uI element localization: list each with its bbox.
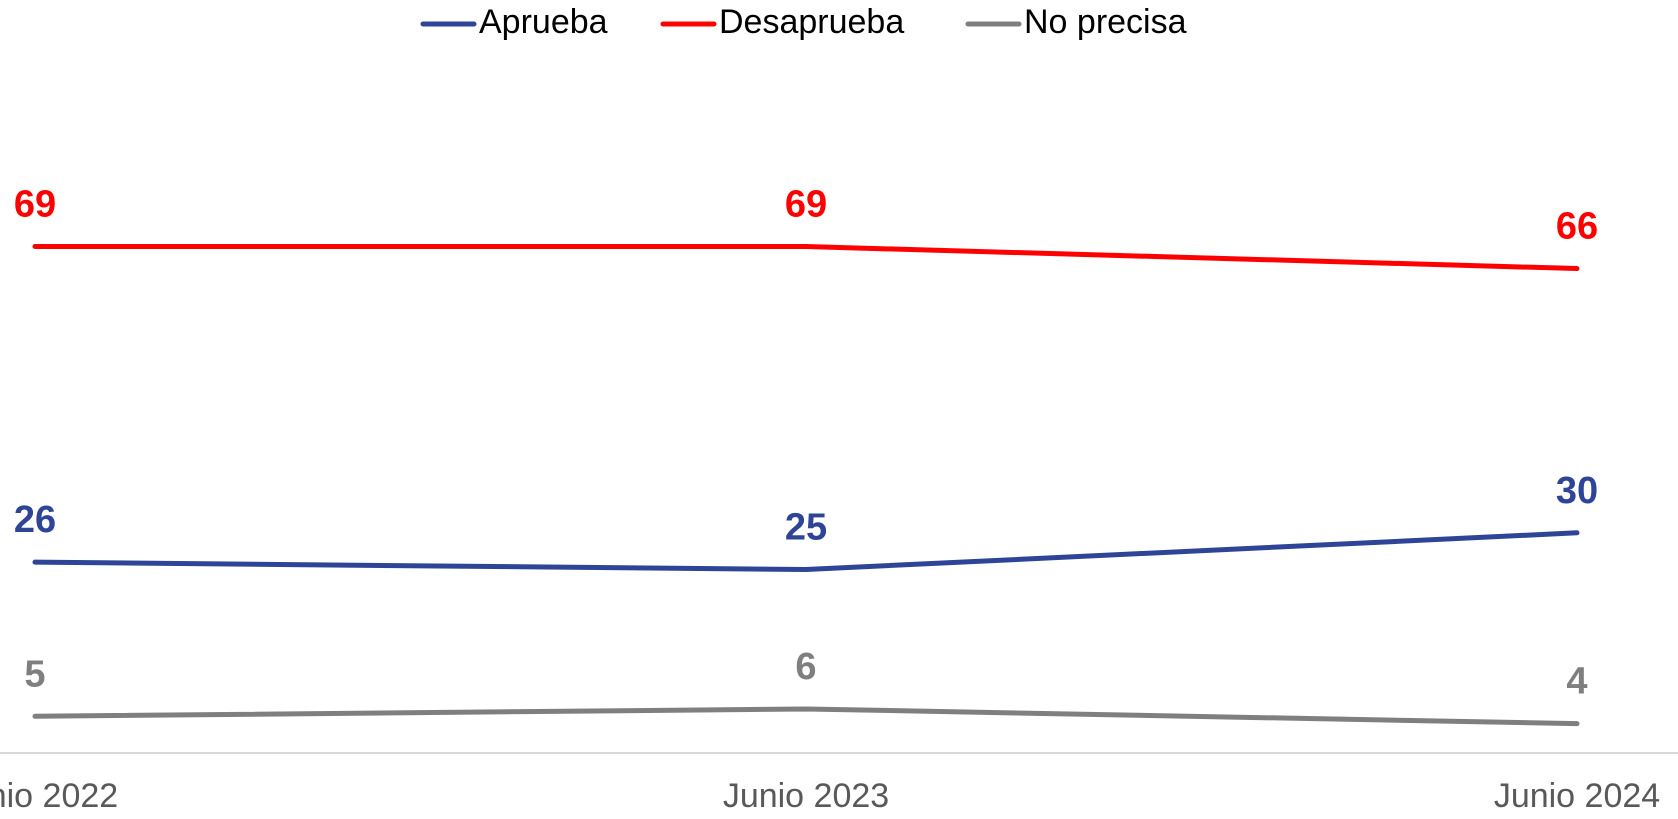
- x-tick-label: Junio 2023: [723, 777, 889, 815]
- legend-label: No precisa: [1024, 3, 1187, 41]
- data-label: 26: [14, 499, 56, 541]
- data-label: 30: [1556, 470, 1598, 512]
- series-line: [32, 244, 1580, 272]
- data-label: 5: [24, 653, 45, 695]
- data-label: 4: [1566, 661, 1587, 703]
- data-label: 66: [1556, 206, 1598, 248]
- data-label: 69: [14, 184, 56, 226]
- data-label: 6: [795, 646, 816, 688]
- data-label: 25: [785, 507, 827, 549]
- x-tick-label: Junio 2022: [0, 777, 118, 815]
- legend-label: Desaprueba: [719, 3, 904, 41]
- x-tick-label: Junio 2024: [1494, 777, 1660, 815]
- legend-label: Aprueba: [479, 3, 608, 41]
- series-line: [32, 706, 1580, 727]
- series-line: [32, 530, 1580, 572]
- data-label: 69: [785, 184, 827, 226]
